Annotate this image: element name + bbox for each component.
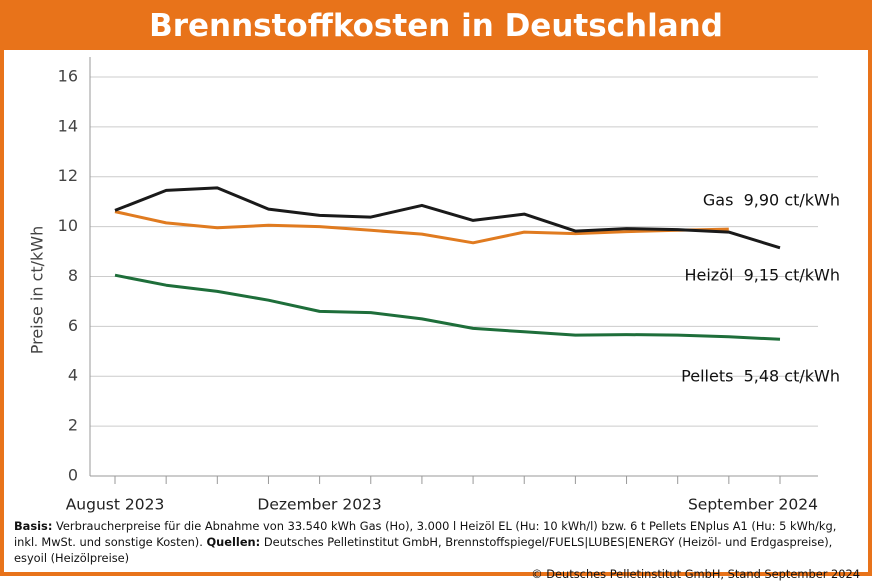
line-series <box>114 210 729 245</box>
basis-text: Verbraucherpreise für die Abnahme von 33… <box>14 519 837 549</box>
y-tick-label: 14 <box>58 116 78 135</box>
basis-label: Basis: <box>14 519 53 533</box>
y-tick-label: 2 <box>68 416 78 435</box>
y-tick-label: 16 <box>58 66 78 85</box>
y-tick-label: 0 <box>68 466 78 485</box>
series-label: Heizöl 9,15 ct/kWh <box>684 266 840 285</box>
y-tick-label: 4 <box>68 366 78 385</box>
sources-text: Deutsches Pelletinstitut GmbH, Brennstof… <box>14 535 833 565</box>
line-series <box>114 186 781 250</box>
x-tick-label: September 2024 <box>688 496 818 514</box>
series-label: Gas 9,90 ct/kWh <box>703 191 840 210</box>
series-label: Pellets 5,48 ct/kWh <box>681 367 840 386</box>
y-tick-label: 12 <box>58 166 78 185</box>
footnote: Basis: Verbraucherpreise für die Abnahme… <box>14 518 860 582</box>
chart-title: Brennstoffkosten in Deutschland <box>0 0 872 50</box>
y-tick-label: 6 <box>68 316 78 335</box>
chart: Preise in ct/kWh 0 2 4 6 8 10 12 14 16 August 202… <box>28 57 840 514</box>
sources-label: Quellen: <box>206 535 261 549</box>
x-tick-label: August 2023 <box>66 496 165 514</box>
x-tick-label: Dezember 2023 <box>257 496 381 514</box>
y-tick-label: 10 <box>58 216 78 235</box>
copyright: © Deutsches Pelletinstitut GmbH, Stand S… <box>531 567 860 581</box>
y-tick-label: 8 <box>68 266 78 285</box>
line-series <box>114 273 781 341</box>
y-axis-label: Preise in ct/kWh <box>28 226 47 355</box>
